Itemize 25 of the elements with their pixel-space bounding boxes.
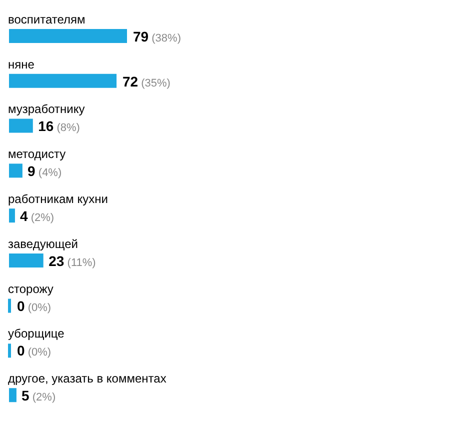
bar bbox=[9, 388, 16, 402]
data-label: 9 (4%) bbox=[28, 163, 62, 180]
data-label: 4 (2%) bbox=[20, 208, 54, 224]
bar bbox=[9, 253, 44, 268]
y-tick-label: музработнику bbox=[8, 102, 85, 116]
bar bbox=[9, 164, 22, 178]
y-tick-label: другое, указать в комментах bbox=[8, 372, 166, 386]
bar bbox=[9, 208, 15, 223]
data-label: 5 (2%) bbox=[22, 388, 56, 404]
y-tick-label: работникам кухни bbox=[8, 192, 108, 206]
data-label: 23 (11%) bbox=[48, 252, 96, 269]
data-label: 0 (0%) bbox=[17, 342, 52, 359]
y-tick-label: уборщице bbox=[8, 326, 65, 341]
y-tick-label: заведующей bbox=[8, 236, 78, 251]
data-label: 0 (0%) bbox=[17, 298, 52, 314]
bar bbox=[9, 118, 33, 133]
y-tick-label: сторожу bbox=[8, 282, 54, 296]
bar bbox=[9, 29, 127, 43]
y-tick-label: няне bbox=[8, 57, 35, 72]
data-label: 79 (38%) bbox=[133, 28, 181, 44]
data-label: 16 (8%) bbox=[38, 118, 80, 134]
y-tick-label: воспитателям bbox=[8, 12, 86, 26]
data-label: 72 (35%) bbox=[122, 73, 170, 90]
y-tick-label: методисту bbox=[8, 147, 66, 162]
bar bbox=[9, 74, 117, 88]
